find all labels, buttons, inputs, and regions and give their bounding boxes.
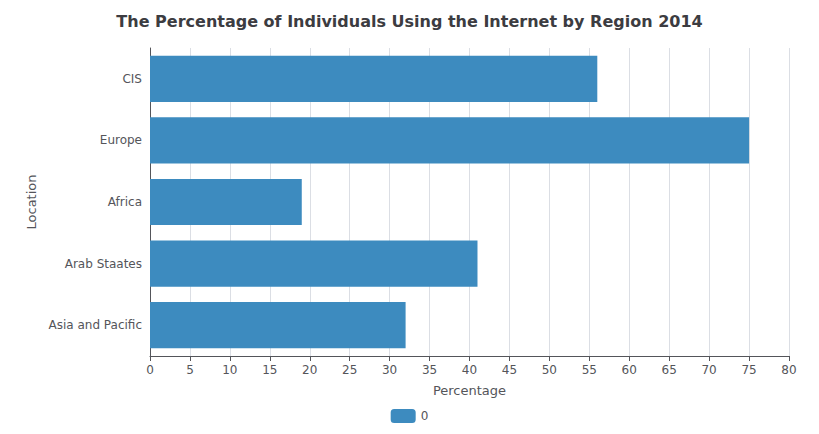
svg-text:Africa: Africa: [108, 195, 142, 209]
svg-text:0: 0: [421, 409, 429, 423]
svg-text:Asia and Pacific: Asia and Pacific: [49, 318, 143, 332]
svg-text:60: 60: [622, 363, 637, 377]
svg-text:Location: Location: [24, 175, 39, 230]
svg-text:Europe: Europe: [100, 133, 142, 147]
svg-text:65: 65: [662, 363, 677, 377]
svg-text:45: 45: [502, 363, 517, 377]
svg-text:25: 25: [342, 363, 357, 377]
svg-text:The Percentage of Individuals: The Percentage of Individuals Using the …: [116, 12, 702, 31]
svg-text:10: 10: [222, 363, 237, 377]
svg-text:0: 0: [146, 363, 154, 377]
svg-text:20: 20: [302, 363, 317, 377]
svg-text:15: 15: [262, 363, 277, 377]
svg-text:75: 75: [741, 363, 756, 377]
svg-text:35: 35: [422, 363, 437, 377]
svg-text:70: 70: [701, 363, 716, 377]
svg-text:50: 50: [542, 363, 557, 377]
svg-text:Percentage: Percentage: [433, 383, 506, 398]
svg-text:80: 80: [781, 363, 796, 377]
svg-text:30: 30: [382, 363, 397, 377]
svg-text:CIS: CIS: [122, 72, 142, 86]
svg-text:40: 40: [462, 363, 477, 377]
svg-text:55: 55: [582, 363, 597, 377]
svg-text:Arab Staates: Arab Staates: [65, 257, 142, 271]
svg-text:5: 5: [186, 363, 194, 377]
